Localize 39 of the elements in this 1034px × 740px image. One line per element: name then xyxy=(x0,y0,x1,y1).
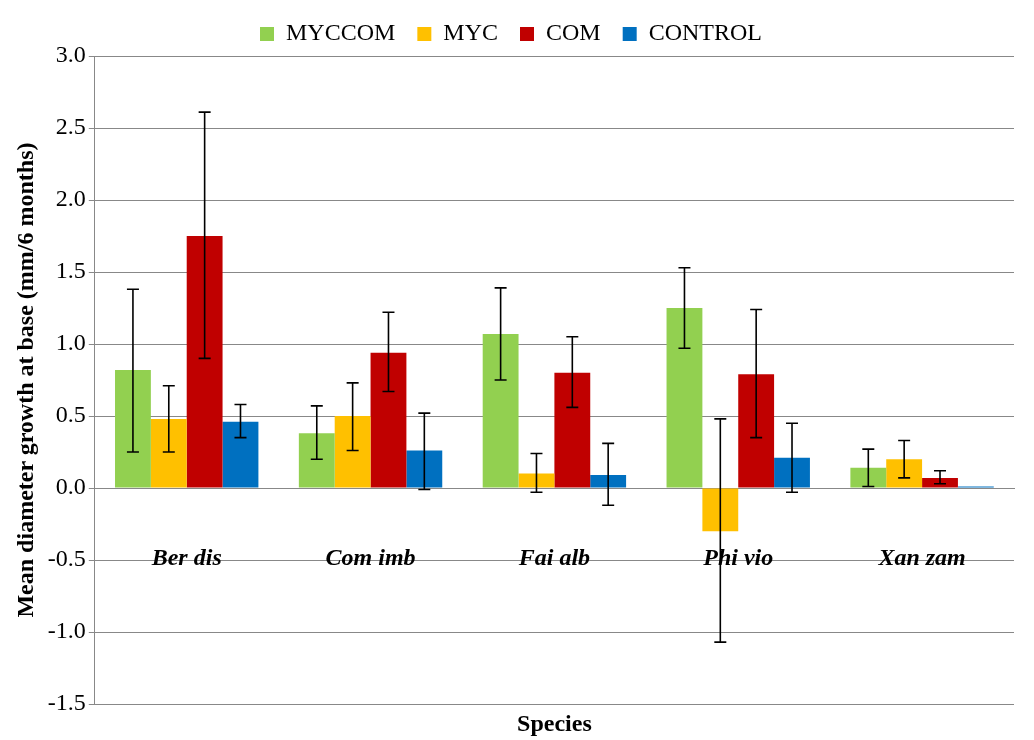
bar xyxy=(115,369,151,488)
bar xyxy=(186,236,223,488)
x-tick-label: Xan zam xyxy=(877,543,966,570)
bar xyxy=(334,416,371,488)
legend-label: MYCCOM xyxy=(285,19,396,46)
bar xyxy=(482,333,519,488)
legend-label: MYC xyxy=(443,19,499,46)
y-tick-label: 2.0 xyxy=(55,185,86,212)
y-tick-label: 1.5 xyxy=(55,257,86,284)
y-tick-label: 0.0 xyxy=(55,473,86,500)
bar xyxy=(222,421,259,488)
legend-label: COM xyxy=(546,19,601,46)
bar xyxy=(406,450,443,488)
x-axis-title: Species xyxy=(517,710,592,737)
bar xyxy=(590,475,627,488)
y-tick-label: 2.5 xyxy=(55,113,86,140)
y-tick-label: 3.0 xyxy=(55,41,86,68)
y-tick-label: 1.0 xyxy=(55,329,86,356)
y-tick-label: -0.5 xyxy=(47,545,86,572)
x-tick-label: Ber dis xyxy=(150,543,222,570)
bar xyxy=(922,477,958,488)
bar xyxy=(298,433,335,488)
bar xyxy=(518,473,555,488)
bar xyxy=(886,459,923,488)
bar xyxy=(738,374,775,488)
bar xyxy=(150,418,187,488)
y-axis-title: Mean diameter growth at base (mm/6 months) xyxy=(11,142,38,618)
bar xyxy=(774,457,810,488)
bar xyxy=(666,308,703,488)
x-tick-label: Com imb xyxy=(325,543,416,570)
y-tick-label: -1.5 xyxy=(47,689,86,716)
x-tick-label: Fai alb xyxy=(517,543,591,570)
bar xyxy=(850,467,887,488)
bar xyxy=(702,488,739,532)
y-tick-label: 0.5 xyxy=(55,401,86,428)
bar xyxy=(370,352,407,488)
bar xyxy=(554,372,591,488)
legend-label: CONTROL xyxy=(648,19,763,46)
y-tick-label: -1.0 xyxy=(47,617,86,644)
